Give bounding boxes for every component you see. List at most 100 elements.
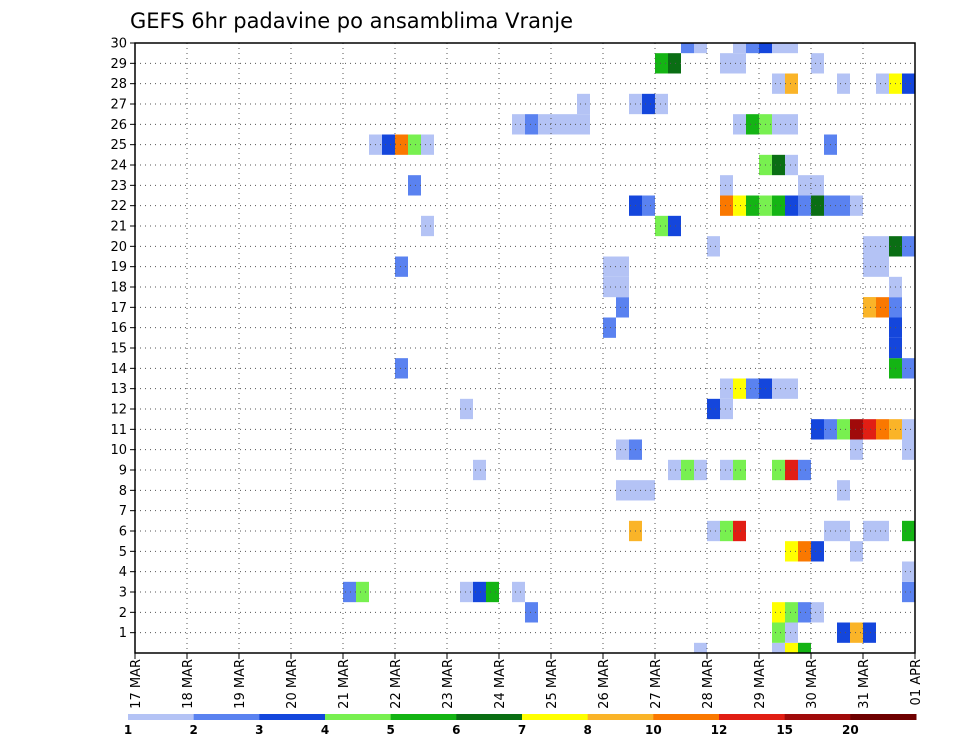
precip-cell xyxy=(837,419,850,440)
precip-cell xyxy=(837,520,850,542)
precip-cell xyxy=(850,541,863,562)
legend-swatch xyxy=(259,714,326,720)
precip-cell xyxy=(798,602,811,623)
legend-swatch xyxy=(456,714,523,720)
precip-cell xyxy=(811,53,824,74)
y-tick-label: 27 xyxy=(110,98,127,113)
precip-cell xyxy=(863,419,876,440)
y-tick-label: 8 xyxy=(119,484,127,499)
y-tick-label: 20 xyxy=(110,240,127,255)
precip-cell xyxy=(616,276,629,298)
precip-cell xyxy=(720,175,733,196)
x-tick-label: 20 MAR xyxy=(285,659,300,709)
precip-cell xyxy=(681,43,694,54)
x-tick-label: 28 MAR xyxy=(701,659,716,709)
precip-cell xyxy=(798,175,811,196)
precip-cell xyxy=(772,154,785,176)
precip-cell xyxy=(603,256,616,277)
precip-cell xyxy=(772,622,785,643)
precip-cell xyxy=(395,358,408,379)
y-tick-label: 29 xyxy=(110,57,127,72)
legend-label: 20 xyxy=(842,723,859,737)
precip-cell xyxy=(668,53,681,74)
precip-cell xyxy=(850,195,863,216)
legend-swatch xyxy=(719,714,786,720)
y-tick-label: 23 xyxy=(110,179,127,194)
legend-swatch xyxy=(128,714,195,720)
x-tick-label: 01 APR xyxy=(909,659,924,705)
legend-label: 15 xyxy=(776,723,793,737)
y-tick-label: 25 xyxy=(110,138,127,153)
y-tick-label: 24 xyxy=(110,159,127,174)
precip-cell xyxy=(408,134,421,155)
y-tick-label: 5 xyxy=(119,545,127,560)
precip-cell xyxy=(746,378,759,399)
precip-cell xyxy=(785,154,798,176)
y-tick-label: 17 xyxy=(110,301,127,316)
x-tick-label: 29 MAR xyxy=(753,659,768,709)
precip-cell xyxy=(811,195,824,216)
y-tick-label: 16 xyxy=(110,321,127,336)
precip-cell xyxy=(876,297,889,318)
precip-cell xyxy=(421,215,434,237)
precip-cell xyxy=(902,439,915,460)
precip-cell xyxy=(798,459,811,481)
precip-cell xyxy=(668,459,681,481)
y-tick-label: 26 xyxy=(110,118,127,133)
legend-label: 4 xyxy=(321,723,329,737)
y-tick-label: 2 xyxy=(119,606,127,621)
precip-cell xyxy=(798,642,811,653)
precip-cell xyxy=(694,642,707,653)
precip-cell xyxy=(902,520,915,542)
legend-swatch xyxy=(587,714,654,720)
x-tick-label: 31 MAR xyxy=(857,659,872,709)
precip-cell xyxy=(733,43,746,54)
y-tick-label: 18 xyxy=(110,281,127,296)
y-axis-ticks: 1234567891011121314151617181920212223242… xyxy=(110,37,135,641)
precip-cell xyxy=(811,419,824,440)
precip-cell xyxy=(759,43,772,54)
precip-cell xyxy=(642,480,655,501)
precip-cell xyxy=(733,378,746,399)
precip-cell xyxy=(720,195,733,216)
precip-cell xyxy=(538,114,551,135)
precip-cell xyxy=(512,581,525,603)
precip-cell xyxy=(746,114,759,135)
precip-cell xyxy=(421,134,434,155)
precip-cell xyxy=(616,256,629,277)
precip-cell xyxy=(876,419,889,440)
x-tick-label: 27 MAR xyxy=(649,659,664,709)
legend-label: 5 xyxy=(386,723,394,737)
precip-cell xyxy=(785,602,798,623)
legend-swatch xyxy=(390,714,457,720)
legend-label: 2 xyxy=(189,723,197,737)
x-tick-label: 17 MAR xyxy=(129,659,144,709)
precip-cell xyxy=(395,256,408,277)
precip-cell xyxy=(525,114,538,135)
precip-cell xyxy=(811,541,824,562)
precip-cell xyxy=(655,53,668,74)
x-tick-label: 30 MAR xyxy=(805,659,820,709)
precip-cell xyxy=(720,53,733,74)
precip-cell xyxy=(655,215,668,237)
precip-cell xyxy=(603,276,616,298)
y-tick-label: 28 xyxy=(110,77,127,92)
precip-cell xyxy=(863,236,876,257)
x-tick-label: 19 MAR xyxy=(233,659,248,709)
precip-cell xyxy=(785,114,798,135)
precip-cell xyxy=(772,73,785,94)
precip-cell xyxy=(837,480,850,501)
precip-cell xyxy=(772,378,785,399)
precip-cell xyxy=(876,520,889,542)
y-tick-label: 7 xyxy=(119,504,127,519)
precip-cell xyxy=(798,541,811,562)
precip-cell xyxy=(486,581,499,603)
precip-cell xyxy=(616,480,629,501)
precip-cell xyxy=(473,459,486,481)
x-tick-label: 22 MAR xyxy=(389,659,404,709)
precip-cell xyxy=(902,358,915,379)
precip-cell xyxy=(850,622,863,643)
precip-cell xyxy=(668,215,681,237)
precip-cell xyxy=(902,236,915,257)
precip-cell xyxy=(902,561,915,582)
